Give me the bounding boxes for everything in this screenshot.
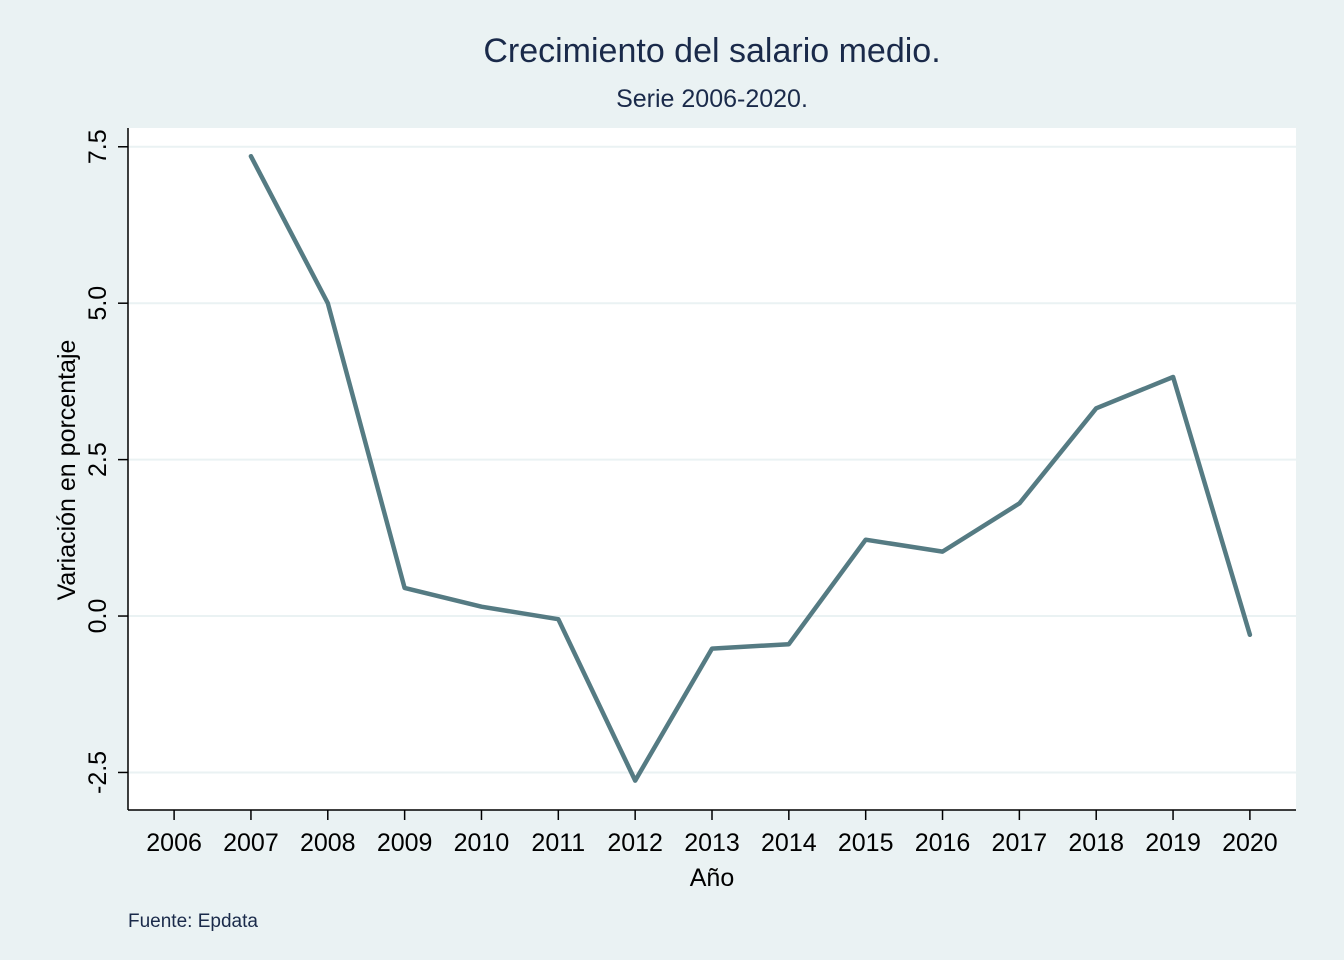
chart-subtitle: Serie 2006-2020. xyxy=(616,85,808,113)
x-tick-label: 2012 xyxy=(607,829,663,857)
y-axis-ticks: -2.5 0.0 2.5 5.0 7.5 xyxy=(84,129,128,794)
y-tick-label: 0.0 xyxy=(84,599,112,634)
chart-title: Crecimiento del salario medio. xyxy=(483,32,940,70)
x-axis-label: Año xyxy=(690,864,734,892)
y-tick-label: 7.5 xyxy=(84,129,112,164)
x-tick-label: 2006 xyxy=(146,829,202,857)
series-line xyxy=(248,153,1253,783)
source-note: Fuente: Epdata xyxy=(128,911,258,932)
x-tick-label: 2011 xyxy=(531,829,585,857)
x-tick-label: 2015 xyxy=(838,829,894,857)
x-axis-ticks: 2006 2007 2008 2009 2010 2011 2012 2013 2014 2015… xyxy=(146,810,1278,857)
x-tick-label: 2020 xyxy=(1222,829,1278,857)
x-tick-label: 2019 xyxy=(1145,829,1201,857)
y-tick-label: -2.5 xyxy=(84,751,112,794)
x-tick-label: 2017 xyxy=(992,829,1048,857)
y-tick-label: 5.0 xyxy=(84,286,112,321)
y-tick-label: 2.5 xyxy=(84,442,112,477)
grid-lines xyxy=(128,145,1296,774)
plot-area xyxy=(128,128,1296,810)
x-tick-label: 2007 xyxy=(223,829,279,857)
x-tick-label: 2018 xyxy=(1068,829,1124,857)
y-axis-label: Variación en porcentaje xyxy=(53,340,81,601)
series-group xyxy=(248,153,1253,783)
x-tick-label: 2008 xyxy=(300,829,356,857)
x-tick-label: 2014 xyxy=(761,829,817,857)
x-tick-label: 2009 xyxy=(377,829,433,857)
x-tick-label: 2016 xyxy=(915,829,971,857)
x-tick-label: 2010 xyxy=(454,829,510,857)
x-tick-label: 2013 xyxy=(684,829,740,857)
